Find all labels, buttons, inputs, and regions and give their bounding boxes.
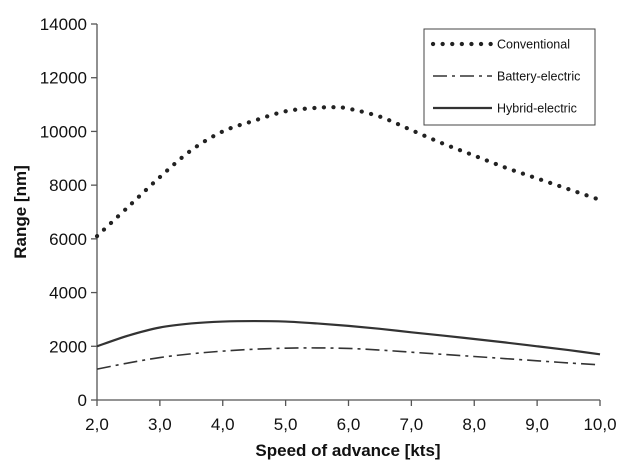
y-tick-label: 12000 bbox=[40, 69, 87, 88]
series-line-hybrid-electric bbox=[96, 319, 601, 356]
axes: 0 2000 4000 6000 8000 10000 12000 14000 2,0 3,0 4,… bbox=[40, 15, 617, 434]
y-tick-label: 14000 bbox=[40, 15, 87, 34]
x-tick-label: 10,0 bbox=[583, 415, 616, 434]
series-layer bbox=[94, 105, 603, 370]
y-tick-label: 0 bbox=[78, 391, 87, 410]
legend-label-conventional: Conventional bbox=[497, 38, 570, 52]
y-tick-label: 6000 bbox=[49, 230, 87, 249]
series-line-battery-electric bbox=[96, 347, 601, 370]
y-axis-title: Range [nm] bbox=[11, 165, 30, 259]
series-line-conventional bbox=[94, 105, 603, 239]
legend-label-battery-electric: Battery-electric bbox=[497, 70, 580, 84]
x-tick-label: 5,0 bbox=[274, 415, 298, 434]
legend: Conventional Battery-electric Hybrid-elect… bbox=[423, 28, 596, 126]
y-tick-label: 4000 bbox=[49, 284, 87, 303]
y-tick-label: 8000 bbox=[49, 176, 87, 195]
y-tick-label: 2000 bbox=[49, 337, 87, 356]
y-tick-label: 10000 bbox=[40, 122, 87, 141]
x-tick-label: 2,0 bbox=[85, 415, 109, 434]
x-axis-title: Speed of advance [kts] bbox=[255, 441, 440, 460]
legend-label-hybrid-electric: Hybrid-electric bbox=[497, 102, 577, 116]
x-tick-label: 9,0 bbox=[525, 415, 549, 434]
x-tick-label: 7,0 bbox=[400, 415, 424, 434]
x-tick-label: 3,0 bbox=[148, 415, 172, 434]
x-tick-label: 6,0 bbox=[337, 415, 361, 434]
x-tick-label: 8,0 bbox=[462, 415, 486, 434]
x-tick-label: 4,0 bbox=[211, 415, 235, 434]
